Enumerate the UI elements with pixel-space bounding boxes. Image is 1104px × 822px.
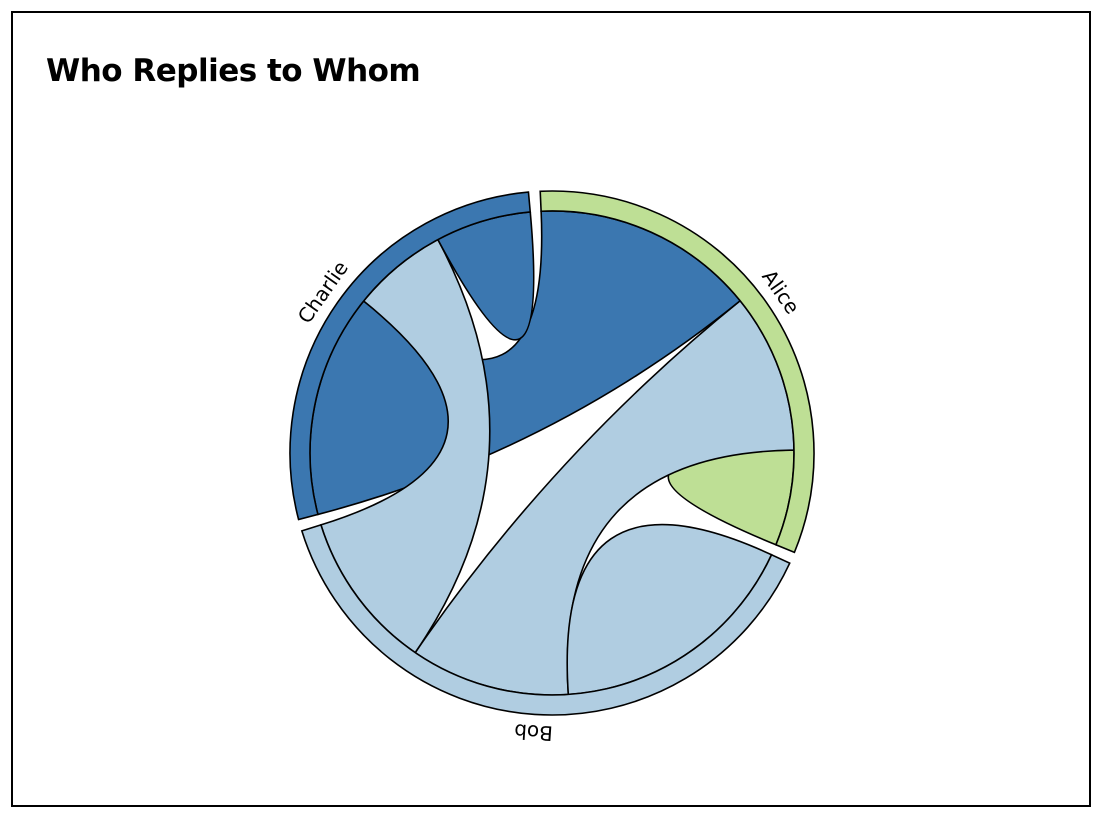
group-label-bob: Bob (513, 719, 553, 746)
chart-title: Who Replies to Whom (46, 53, 421, 89)
group-arc-charlie[interactable] (289, 191, 532, 521)
ribbons (309, 210, 795, 696)
group-arc-alice[interactable] (539, 190, 815, 554)
group-arcs (289, 190, 815, 716)
group-arc-bob[interactable] (300, 523, 791, 716)
